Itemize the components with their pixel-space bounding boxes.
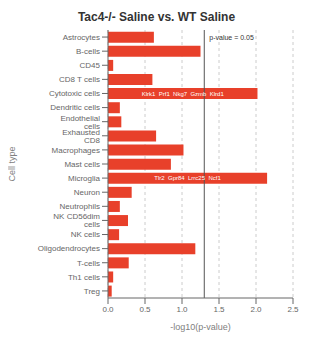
svg-text:NK cells: NK cells xyxy=(71,230,100,239)
svg-text:Neuron: Neuron xyxy=(74,188,100,197)
svg-text:Cytotoxic cells: Cytotoxic cells xyxy=(49,89,100,98)
svg-text:Th1 cells: Th1 cells xyxy=(68,273,100,282)
svg-text:Cell type: Cell type xyxy=(8,146,17,181)
svg-text:Oligodendrocytes: Oligodendrocytes xyxy=(38,244,100,253)
html-text:cells: cells xyxy=(84,121,100,131)
svg-text:Mast cells: Mast cells xyxy=(64,160,100,169)
svg-text:0.0: 0.0 xyxy=(102,305,114,314)
svg-text:2.0: 2.0 xyxy=(250,305,262,314)
svg-text:Astrocytes: Astrocytes xyxy=(63,33,100,42)
svg-text:1.5: 1.5 xyxy=(213,305,225,314)
svg-text:Treg: Treg xyxy=(84,287,100,296)
svg-text:T-cells: T-cells xyxy=(77,259,100,268)
svg-text:CD45: CD45 xyxy=(80,61,101,70)
svg-text:Dendritic cells: Dendritic cells xyxy=(50,103,100,112)
html-text:Endothelial: Endothelial xyxy=(60,113,100,123)
svg-text:-log10(p-value): -log10(p-value) xyxy=(170,322,231,332)
html-text:Tac4-/- Saline vs. WT Saline: Tac4-/- Saline vs. WT Saline xyxy=(77,10,236,24)
svg-text:Macrophages: Macrophages xyxy=(52,146,100,155)
svg-text:B-cells: B-cells xyxy=(76,47,100,56)
svg-text:0.5: 0.5 xyxy=(139,305,151,314)
svg-text:CD8 T cells: CD8 T cells xyxy=(59,75,100,84)
svg-text:Neutrophils: Neutrophils xyxy=(60,202,100,211)
svg-text:Klrk1 Prf1 Nkg7 Gzmb Klrd1: Klrk1 Prf1 Nkg7 Gzmb Klrd1 xyxy=(142,91,225,97)
svg-text:1.0: 1.0 xyxy=(176,305,188,314)
svg-text:Microglia: Microglia xyxy=(68,174,101,183)
svg-text:Tlr2 Gpr84 Lrrc25 Ncf1: Tlr2 Gpr84 Lrrc25 Ncf1 xyxy=(154,175,221,181)
svg-text:ExhaustedCD8: ExhaustedCD8 xyxy=(62,128,100,145)
svg-text:NK CD56dimcells: NK CD56dimcells xyxy=(53,212,100,229)
svg-text:p-value = 0.05: p-value = 0.05 xyxy=(209,34,254,42)
svg-text:2.5: 2.5 xyxy=(287,305,299,314)
